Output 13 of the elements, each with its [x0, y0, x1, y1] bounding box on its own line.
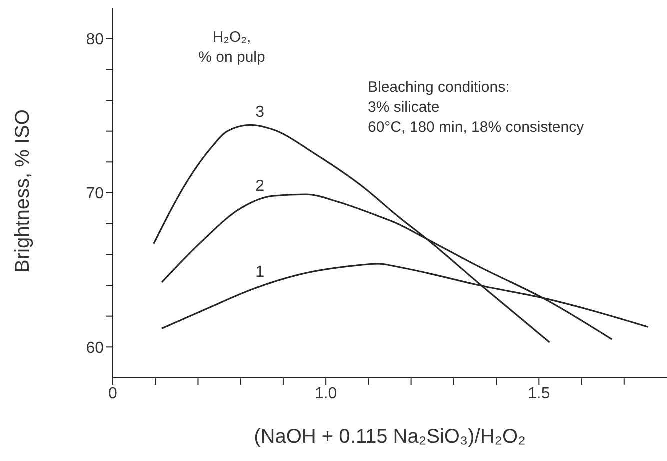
series-label: 2 — [256, 178, 265, 196]
series-label: 3 — [256, 104, 265, 122]
y-tick-label: 80 — [86, 32, 104, 49]
y-tick-label: 60 — [86, 340, 104, 357]
x-axis-title: (NaOH + 0.115 Na₂SiO₃)/H₂O₂ — [254, 426, 526, 448]
series-label: 1 — [256, 264, 265, 282]
x-tick-label: 1.5 — [528, 385, 550, 402]
y-tick-label: 70 — [86, 186, 104, 203]
x-tick-label: 1.0 — [314, 385, 338, 402]
annotation: H₂O₂, % on pulp — [198, 29, 266, 66]
annotation: Bleaching conditions: 3% silicate 60°C, 180 min, 18% consistency — [368, 79, 585, 136]
x-tick-label: 0 — [108, 385, 118, 402]
y-axis-title: Brightness, % ISO — [12, 110, 34, 273]
